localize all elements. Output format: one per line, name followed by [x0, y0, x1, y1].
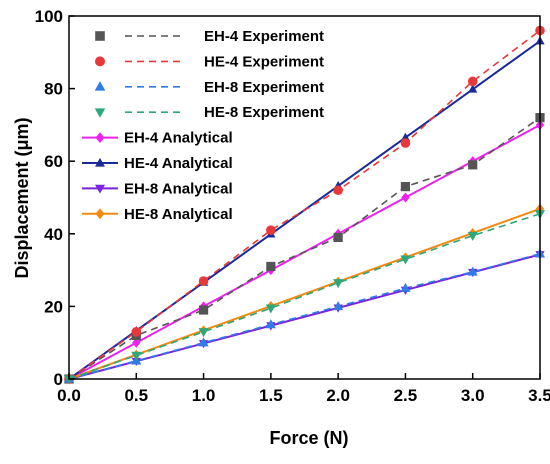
x-tick-label: 1.5 [259, 386, 283, 405]
legend-item: EH-8 Analytical [82, 180, 233, 197]
legend: EH-4 Experiment HE-4 Experiment EH-8 Exper… [82, 28, 324, 223]
x-tick-label: 3.0 [461, 386, 485, 405]
data-point-eh-4-analytical [401, 192, 410, 203]
data-point-he-4-experiment [131, 327, 142, 337]
legend-marker [94, 81, 106, 91]
data-point-eh-4-experiment [400, 182, 411, 192]
legend-marker [95, 157, 105, 167]
data-point-eh-8-experiment [333, 301, 344, 311]
plot-area [63, 25, 546, 385]
legend-label: EH-8 Experiment [204, 79, 324, 96]
legend-item: EH-4 Experiment [95, 28, 324, 45]
data-point-he-8-experiment [333, 279, 344, 289]
data-point-he-4-experiment [400, 138, 411, 148]
data-point-eh-4-experiment [468, 160, 478, 170]
x-tick-label: 0.0 [57, 386, 81, 405]
x-tick-label: 3.5 [528, 386, 550, 405]
y-tick-label: 0 [54, 370, 63, 389]
x-tick-label: 0.5 [124, 386, 148, 405]
legend-item: HE-8 Experiment [94, 104, 324, 121]
x-tick-label: 2.5 [394, 386, 418, 405]
series-line-he-8-analytical [68, 207, 541, 380]
y-axis-title: Displacement (μm) [12, 117, 32, 278]
y-tick-label: 60 [44, 152, 63, 171]
legend-item: HE-4 Analytical [82, 155, 233, 172]
legend-item: HE-4 Experiment [95, 53, 324, 70]
x-axis-title: Force (N) [269, 428, 348, 448]
data-point-eh-4-analytical [132, 337, 141, 348]
data-point-eh-8-experiment [265, 319, 276, 329]
y-tick-label: 80 [44, 80, 63, 99]
data-point-eh-8-experiment [400, 282, 411, 292]
data-point-he-8-experiment [265, 304, 276, 314]
data-point-eh-4-experiment [333, 232, 343, 243]
legend-label: EH-8 Analytical [124, 180, 233, 197]
data-point-he-8-experiment [131, 351, 142, 361]
legend-marker [95, 132, 105, 143]
data-point-he-8-experiment [400, 255, 411, 265]
data-point-he-4-experiment [266, 225, 276, 235]
series-line-eh-8-experiment [68, 252, 541, 380]
legend-label: EH-4 Experiment [204, 28, 324, 45]
series-line-he-4-experiment [68, 29, 541, 380]
y-tick-label: 40 [44, 225, 63, 244]
x-tick-label: 1.0 [192, 386, 216, 405]
x-tick-label: 2.0 [326, 386, 350, 405]
axes: 0.0 0.5 1.0 1.5 2.0 2.5 3.0 3.5 0 20 40 60 80 100 [35, 7, 550, 405]
legend-label: HE-4 Experiment [204, 53, 324, 70]
legend-marker [95, 184, 105, 194]
legend-item: EH-4 Analytical [82, 130, 233, 147]
series-line-eh-8-analytical [68, 253, 541, 380]
data-point-eh-8-experiment [467, 266, 478, 276]
legend-marker [95, 31, 105, 41]
legend-label: HE-8 Experiment [204, 104, 324, 121]
y-tick-label: 100 [35, 7, 63, 26]
legend-label: EH-4 Analytical [124, 130, 233, 147]
data-point-he-4-experiment [467, 76, 478, 87]
data-point-he-4-analytical [468, 84, 478, 93]
data-point-he-8-experiment [63, 375, 75, 385]
data-point-he-8-experiment [198, 328, 209, 338]
legend-marker [95, 56, 105, 67]
data-point-eh-4-experiment [266, 261, 276, 272]
data-point-eh-8-experiment [198, 337, 209, 347]
series-line-eh-4-experiment [68, 116, 541, 380]
legend-marker [95, 208, 105, 220]
legend-label: HE-4 Analytical [124, 155, 233, 172]
legend-item: EH-8 Experiment [94, 79, 324, 96]
data-point-he-4-experiment [198, 276, 209, 286]
legend-label: HE-8 Analytical [124, 206, 233, 223]
axes-frame [68, 15, 541, 380]
data-point-he-8-experiment [467, 231, 478, 241]
data-point-eh-4-experiment [198, 305, 209, 315]
data-point-he-4-experiment [333, 185, 343, 196]
legend-item: HE-8 Analytical [82, 206, 233, 223]
legend-marker [94, 108, 106, 118]
y-tick-label: 20 [44, 297, 63, 316]
